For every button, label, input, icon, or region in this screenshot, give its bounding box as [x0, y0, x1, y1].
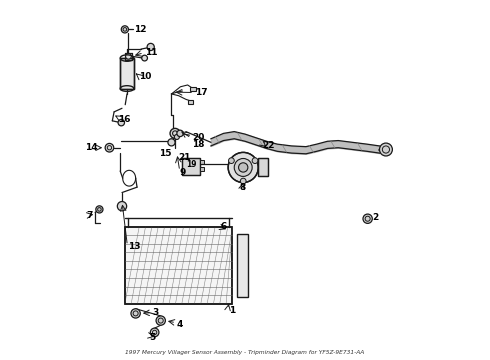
Text: 18: 18 [192, 140, 204, 149]
Text: 10: 10 [139, 72, 151, 81]
Circle shape [117, 202, 126, 211]
Bar [258, 158, 269, 176]
Text: 22: 22 [262, 141, 275, 150]
Bar [182, 158, 200, 175]
Circle shape [125, 53, 131, 59]
Circle shape [239, 163, 248, 172]
Circle shape [150, 328, 159, 337]
Circle shape [234, 158, 252, 176]
Circle shape [147, 43, 154, 50]
Text: 7: 7 [87, 211, 93, 220]
Bar [258, 158, 269, 176]
Text: 1: 1 [229, 306, 235, 315]
Bar [125, 226, 232, 304]
Circle shape [142, 55, 147, 61]
Text: 12: 12 [134, 25, 147, 34]
Circle shape [156, 316, 166, 325]
Circle shape [122, 26, 128, 33]
Text: 9: 9 [180, 168, 186, 177]
Circle shape [379, 143, 392, 156]
Circle shape [240, 178, 246, 184]
Text: 2: 2 [373, 213, 379, 222]
Circle shape [168, 139, 175, 146]
Text: 3: 3 [152, 308, 159, 317]
Circle shape [131, 309, 140, 318]
Circle shape [170, 129, 180, 138]
Text: 4: 4 [176, 320, 182, 329]
Text: 5: 5 [149, 333, 155, 342]
Circle shape [174, 134, 179, 139]
Circle shape [252, 158, 258, 163]
Circle shape [228, 152, 258, 183]
Bar [190, 87, 196, 91]
Circle shape [228, 158, 234, 163]
Text: 14: 14 [85, 143, 97, 152]
Bar [120, 58, 134, 89]
Text: 8: 8 [239, 183, 245, 192]
Bar [200, 160, 204, 164]
Bar [200, 167, 204, 171]
Bar [237, 234, 247, 297]
Bar [188, 100, 194, 104]
Bar [125, 226, 232, 304]
Text: 13: 13 [128, 242, 141, 251]
Text: 16: 16 [118, 114, 130, 123]
Text: 21: 21 [179, 153, 191, 162]
Bar [120, 58, 134, 89]
Text: 6: 6 [220, 222, 227, 231]
Text: 11: 11 [145, 48, 157, 57]
Circle shape [105, 143, 114, 152]
Circle shape [177, 130, 183, 136]
Circle shape [118, 120, 124, 126]
Text: 15: 15 [159, 149, 171, 158]
Bar [182, 158, 200, 175]
Text: 20: 20 [192, 133, 204, 142]
Text: 1997 Mercury Villager Sensor Assembly - Tripminder Diagram for YF5Z-9E731-AA: 1997 Mercury Villager Sensor Assembly - … [125, 350, 365, 355]
Text: 17: 17 [195, 87, 207, 96]
Circle shape [96, 206, 103, 213]
Circle shape [363, 214, 372, 224]
Text: 19: 19 [186, 161, 196, 170]
